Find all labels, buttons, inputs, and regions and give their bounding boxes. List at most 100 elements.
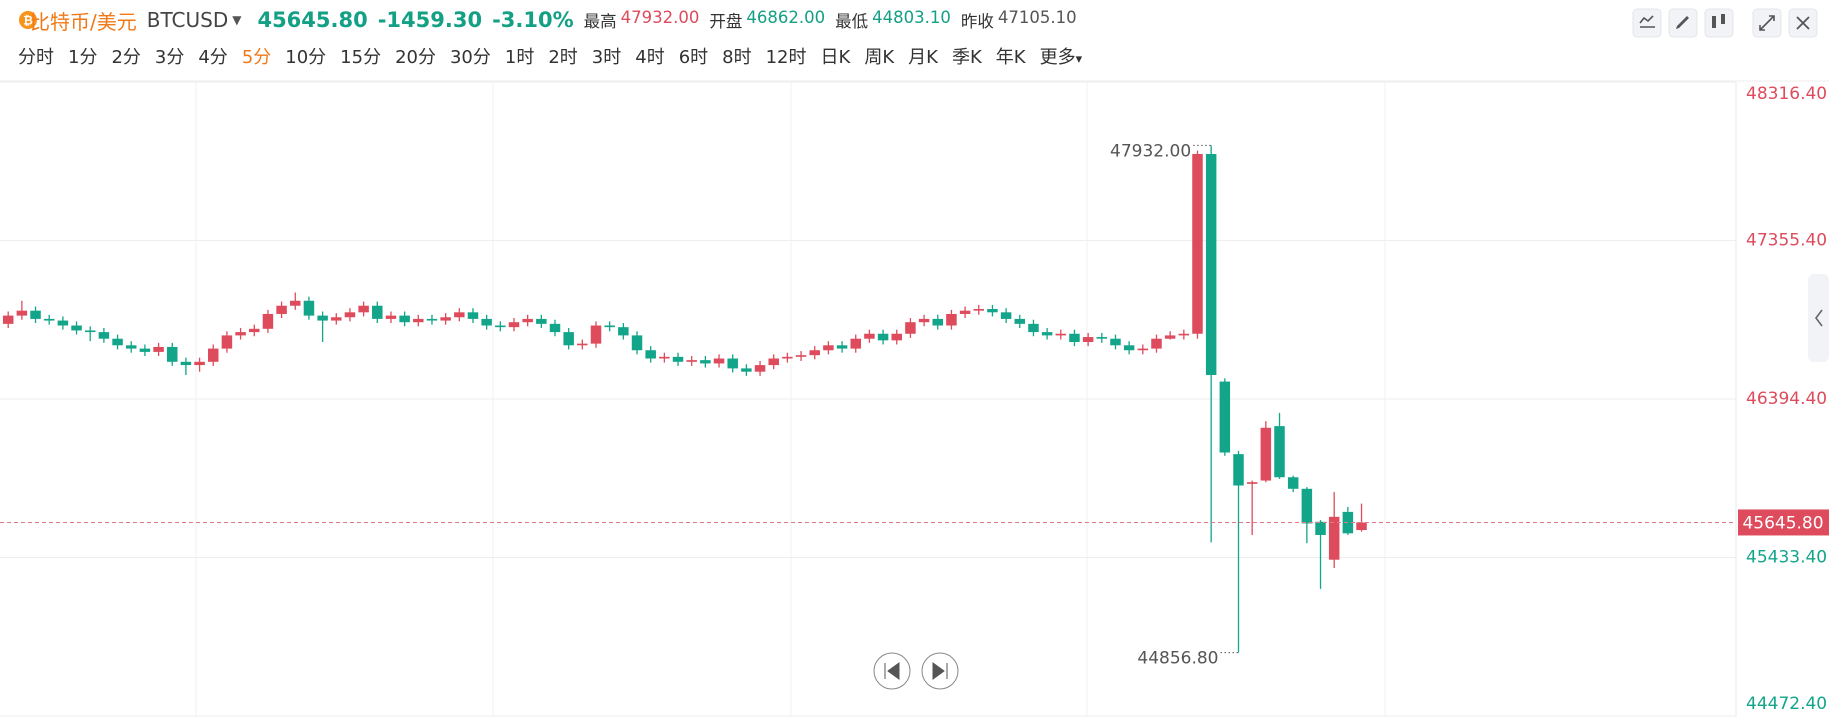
timeframe-bar: 分时 1分 2分 3分 4分 5分 10分 15分 20分 30分 1时 2时 3时 4时 6时 8时 12时日… [18,42,1082,70]
toolbar[interactable] [1632,8,1818,38]
timeframe[interactable]: 周K [864,47,895,68]
stat-label: 最低 [835,12,869,31]
timeframe[interactable]: 分时 [18,47,54,68]
candle-body [1246,482,1258,484]
asset-symbol: BTCUSD [146,8,229,32]
candle-body [782,356,793,359]
candle-body [194,361,205,366]
candle-body [836,345,848,349]
candle-body [618,327,629,336]
candle-body [71,325,82,331]
candle-body [659,356,670,359]
timeframe[interactable]: 10分 [285,47,327,68]
candle-body [973,309,985,311]
y-tick-label: 48316.40 [1746,84,1827,104]
stat-value: 44803.10 [872,8,951,27]
timeframe[interactable]: 12时 [765,47,807,68]
candle-body [1055,333,1067,336]
timeframe[interactable]: 1时 [504,47,535,68]
candle-body [1164,335,1176,339]
timeframe[interactable]: 4时 [635,47,665,68]
candle-body [467,312,479,319]
candle-body [1356,522,1367,531]
candle-body [1069,333,1080,342]
timeframe[interactable]: 更多▾ [1039,47,1083,68]
candle-body [30,310,41,319]
side-tab[interactable] [1808,274,1829,362]
candle-body [959,310,971,314]
timeframe[interactable]: 6时 [678,47,709,68]
candle-body [918,318,930,323]
asset-name: 比特币/美元 [30,9,137,34]
candle-body [1110,338,1121,346]
candle-body [208,348,219,362]
stat-label: 开盘 [709,12,743,31]
candle-body [139,348,151,352]
timeframe[interactable]: 3时 [591,47,622,68]
timeframe[interactable]: 30分 [449,47,491,68]
indicator-button[interactable] [1632,8,1662,38]
candle-body [1082,337,1094,342]
candle-body [2,315,14,324]
draw-icon [1676,16,1689,29]
timeframe[interactable]: 2时 [548,47,578,68]
candle-body [754,365,766,372]
candle-body [481,318,492,326]
side-tab-bg[interactable] [1808,274,1829,362]
style-button[interactable] [1704,8,1734,38]
candle-body [536,318,547,324]
stats: 最高 47932.00 开盘 46862.00 最低 44803.10 昨收 47105.10 [584,8,1087,32]
y-tick-label: 47355.40 [1746,231,1827,251]
candle-body [946,313,957,326]
price-change-pct: -3.10% [492,8,574,32]
timeframe[interactable]: 年K [995,47,1026,68]
candle-body [84,330,96,333]
timeframe[interactable]: 月K [908,47,938,68]
candle-body [1287,477,1299,489]
timeframe[interactable]: 季K [951,47,982,68]
candle-body [454,312,465,318]
timeframe[interactable]: 3分 [154,47,185,68]
candle-body [795,355,807,357]
candle-body [823,345,834,351]
timeframe[interactable]: 2分 [111,47,141,68]
more-caret: ▾ [1075,52,1083,67]
candle-body [276,305,287,314]
candle-body [221,335,233,349]
candle-body [440,317,451,321]
candle-body [43,318,55,321]
candle-body [877,333,889,341]
candle-body [864,333,875,339]
candle-body [1028,323,1039,333]
candle-body [180,361,192,366]
candle-body [522,318,533,323]
symbol-caret[interactable]: ▼ [232,13,242,27]
timeframe[interactable]: 20分 [395,47,436,68]
timeframe[interactable]: 1分 [68,47,98,68]
annotation-label: 47932.00 [1110,141,1191,161]
candle-body [672,356,684,362]
timeframe[interactable]: 4分 [198,47,228,68]
quote-header: 比特币/美元 BTCUSD ▼ 45645.80 -1459.30 -3.10%… [18,6,1097,34]
timeframe[interactable]: 8时 [722,47,752,68]
stat-label: 最高 [583,12,617,31]
timeframe[interactable]: 5分 [241,47,272,68]
candle-body [563,332,574,346]
candle-body [604,325,615,328]
price-change: -1459.30 [377,8,483,32]
stat-value: 47932.00 [620,8,700,27]
last-price: 45645.80 [257,8,368,32]
candle-body [577,343,588,346]
candle-body [125,345,137,349]
candle-body [385,315,397,319]
candle-body [262,313,274,329]
candle-body [809,350,820,356]
candle-body [1260,427,1272,481]
nav-buttons[interactable] [873,652,959,690]
fullscreen-icon [1759,15,1775,31]
candle-body [1041,332,1053,336]
timeframe[interactable]: 日K [820,47,851,68]
candle-body [1178,333,1190,336]
timeframe[interactable]: 15分 [340,47,382,68]
